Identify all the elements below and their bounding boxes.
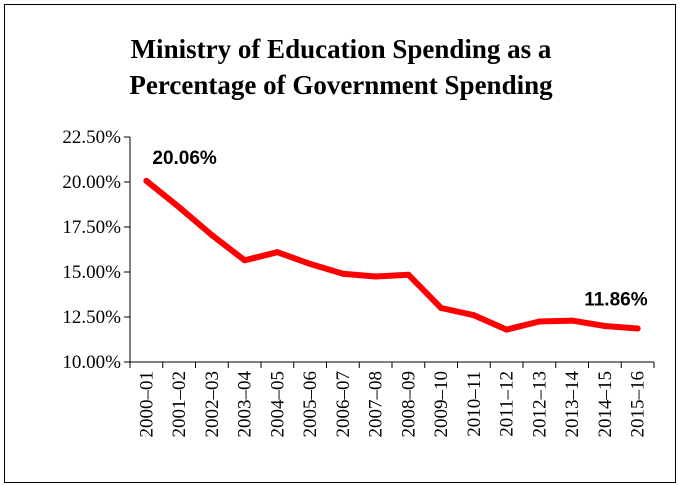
data-point	[143, 177, 150, 184]
data-labels: 20.06% 11.86%	[152, 148, 647, 311]
chart-frame	[4, 4, 676, 483]
data-point	[241, 257, 248, 264]
y-tick-label: 20.00%	[62, 172, 121, 193]
data-point	[536, 318, 543, 325]
x-tick-label: 2009–10	[431, 371, 452, 438]
axes	[124, 136, 655, 368]
data-point	[438, 305, 445, 311]
x-tick-label: 2006–07	[333, 371, 354, 438]
y-tick-label: 10.00%	[62, 352, 121, 373]
data-label: 20.06%	[152, 148, 217, 169]
data-point	[634, 325, 641, 332]
data-label: 11.86%	[584, 290, 647, 311]
series-line	[143, 177, 641, 333]
data-point	[208, 232, 215, 239]
data-point	[339, 270, 346, 277]
x-tick-label: 2000–01	[136, 371, 157, 438]
chart-title-line-1: Ministry of Education Spending as a	[130, 34, 552, 64]
series-group	[143, 177, 641, 333]
chart-title-line-2: Percentage of Government Spending	[129, 70, 553, 100]
data-point	[569, 317, 576, 324]
data-point	[372, 273, 379, 280]
x-tick-label: 2011–12	[497, 371, 518, 437]
x-tick-label: 2010–11	[464, 371, 485, 437]
data-point	[503, 326, 510, 333]
chart-title: Ministry of Education Spending as a Perc…	[0, 31, 682, 103]
y-tick-labels: 10.00% 12.50% 15.00% 17.50% 20.00% 22.50%	[62, 127, 121, 373]
x-tick-label: 2014–15	[595, 371, 616, 438]
x-tick-label: 2015–16	[628, 371, 649, 438]
x-tick-label: 2001–02	[169, 371, 190, 438]
data-point	[405, 271, 412, 278]
x-tick-label: 2012–13	[529, 371, 550, 438]
x-tick-label: 2002–03	[202, 371, 223, 438]
x-tick-labels: 2000–01 2001–02 2002–03 2003–04 2004–05 2005–…	[136, 371, 648, 438]
data-point	[307, 260, 314, 267]
x-tick-label: 2008–09	[398, 371, 419, 438]
y-tick-label: 17.50%	[62, 217, 121, 238]
x-tick-label: 2004–05	[267, 371, 288, 438]
y-tick-label: 12.50%	[62, 307, 121, 328]
data-point	[176, 204, 183, 211]
data-point	[601, 323, 608, 329]
y-tick-label: 15.00%	[62, 262, 121, 283]
x-tick-label: 2005–06	[300, 371, 321, 438]
y-tick-label: 22.50%	[62, 127, 121, 148]
data-point	[470, 312, 477, 319]
data-point	[274, 249, 281, 256]
x-tick-label: 2007–08	[366, 371, 387, 438]
x-tick-label: 2013–14	[562, 371, 583, 438]
x-tick-label: 2003–04	[235, 371, 256, 438]
